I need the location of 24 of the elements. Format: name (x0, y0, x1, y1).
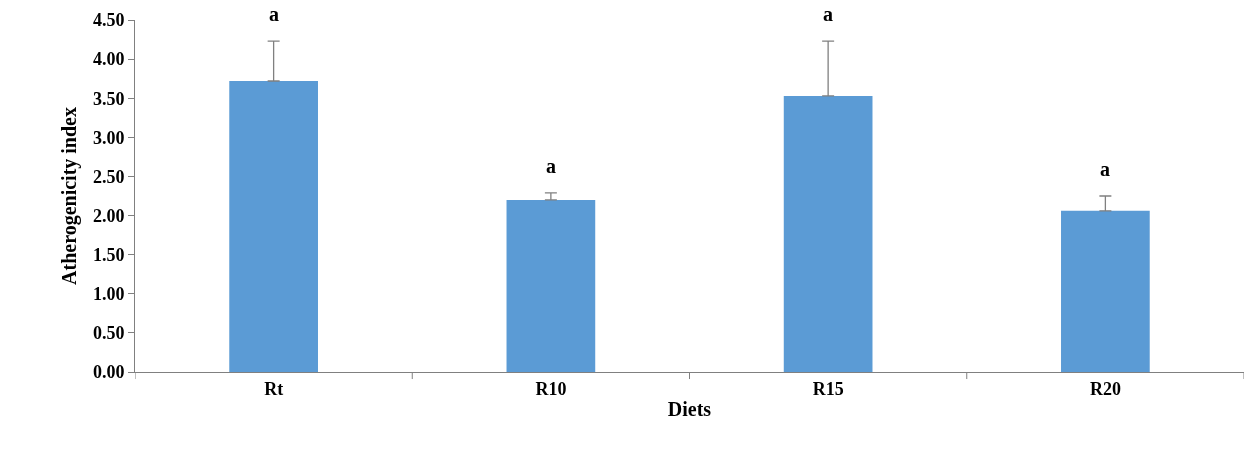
x-tick-label: R20 (1089, 378, 1121, 399)
x-tick-label: Rt (264, 378, 284, 399)
bar (506, 199, 596, 372)
y-tick-label: 2.50 (92, 166, 125, 187)
y-tick-label: 2.00 (92, 205, 125, 226)
y-tick-label: 0.00 (92, 362, 125, 383)
annotation: a (546, 155, 556, 177)
y-tick-label: 1.00 (92, 284, 125, 305)
y-axis-title: Atherogenicity index (58, 107, 82, 285)
annotation: a (1100, 158, 1110, 180)
x-axis-title: Diets (667, 398, 712, 421)
y-tick-label: 4.00 (92, 49, 125, 70)
x-tick-label: R15 (812, 378, 844, 399)
y-tick-label: 1.50 (92, 244, 125, 265)
x-tick-label: R10 (535, 378, 567, 399)
y-tick-label: 4.50 (92, 10, 125, 31)
y-tick-label: 3.00 (92, 127, 125, 148)
annotation: a (269, 3, 279, 25)
bar (783, 95, 873, 372)
bar (1061, 210, 1150, 372)
annotation: a (823, 3, 833, 25)
y-tick-label: 0.50 (92, 323, 125, 344)
bar (229, 81, 318, 372)
y-tick-label: 3.50 (92, 88, 125, 109)
